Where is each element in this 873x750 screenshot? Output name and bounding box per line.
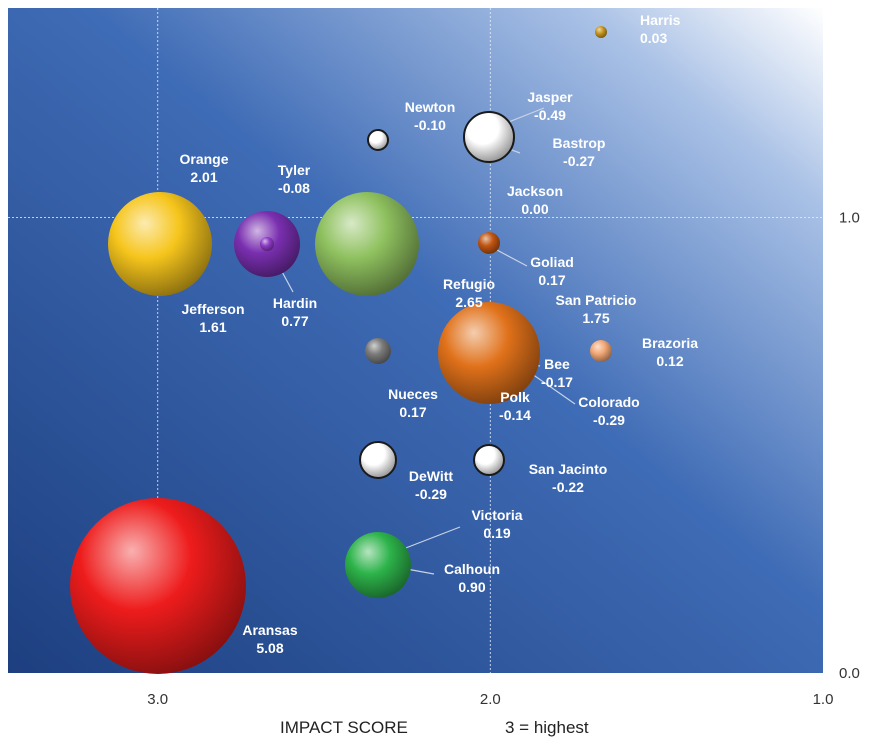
label-polk: Polk (500, 389, 530, 405)
x-tick-label: 2.0 (480, 691, 501, 708)
label-victoria: Victoria (471, 507, 522, 523)
y-tick-label: 1.0 (839, 210, 860, 227)
bubble-refugio (315, 192, 419, 296)
label-colorado: Colorado (578, 394, 639, 410)
bubble-goliad (478, 232, 500, 254)
x-tick-label: 1.0 (813, 691, 834, 708)
value-calhoun: 0.90 (458, 579, 485, 595)
value-hardin: 0.77 (281, 313, 308, 329)
value-nueces: 0.17 (399, 404, 426, 420)
label-san-jacinto: San Jacinto (529, 461, 608, 477)
value-jefferson: 1.61 (199, 319, 226, 335)
label-harris: Harris (640, 12, 681, 28)
value-newton: -0.10 (414, 117, 446, 133)
label-bee: Bee (544, 356, 570, 372)
value-jasper: -0.49 (534, 107, 566, 123)
value-orange: 2.01 (190, 169, 217, 185)
value-victoria: 0.19 (483, 525, 510, 541)
bubble-aransas (70, 498, 246, 674)
label-dewitt: DeWitt (409, 468, 454, 484)
x-tick-label: 3.0 (147, 691, 168, 708)
bubble-san-jacinto (474, 445, 504, 475)
label-refugio: Refugio (443, 276, 495, 292)
value-harris: 0.03 (640, 30, 667, 46)
bubble-orange (108, 192, 212, 296)
value-bee: -0.17 (541, 374, 573, 390)
label-nueces: Nueces (388, 386, 438, 402)
label-goliad: Goliad (530, 254, 574, 270)
value-bastrop: -0.27 (563, 153, 595, 169)
value-san-patricio: 1.75 (582, 310, 609, 326)
value-polk: -0.14 (499, 407, 531, 423)
value-aransas: 5.08 (256, 640, 283, 656)
label-brazoria: Brazoria (642, 335, 698, 351)
label-aransas: Aransas (242, 622, 297, 638)
label-orange: Orange (179, 151, 228, 167)
label-tyler: Tyler (278, 162, 311, 178)
value-brazoria: 0.12 (656, 353, 683, 369)
bubble-dewitt (360, 442, 396, 478)
label-jasper: Jasper (527, 89, 573, 105)
value-colorado: -0.29 (593, 412, 625, 428)
x-axis-note: 3 = highest (505, 718, 589, 738)
value-tyler: -0.08 (278, 180, 310, 196)
bubble-calhoun (345, 532, 411, 598)
label-jefferson: Jefferson (181, 301, 244, 317)
value-refugio: 2.65 (455, 294, 482, 310)
value-san-jacinto: -0.22 (552, 479, 584, 495)
bubble-harris (595, 26, 607, 38)
y-tick-label: 0.0 (839, 665, 860, 682)
bubble-newton (368, 130, 388, 150)
bubble-hardin (260, 237, 274, 251)
x-axis-caption: IMPACT SCORE (280, 718, 408, 738)
label-jackson: Jackson (507, 183, 563, 199)
value-dewitt: -0.29 (415, 486, 447, 502)
bubble-jasper (464, 112, 514, 162)
label-newton: Newton (405, 99, 456, 115)
label-san-patricio: San Patricio (556, 292, 637, 308)
label-calhoun: Calhoun (444, 561, 500, 577)
label-bastrop: Bastrop (553, 135, 606, 151)
value-goliad: 0.17 (538, 272, 565, 288)
bubble-brazoria (590, 340, 612, 362)
bubble-nueces (365, 338, 391, 364)
value-jackson: 0.00 (521, 201, 548, 217)
label-hardin: Hardin (273, 295, 317, 311)
